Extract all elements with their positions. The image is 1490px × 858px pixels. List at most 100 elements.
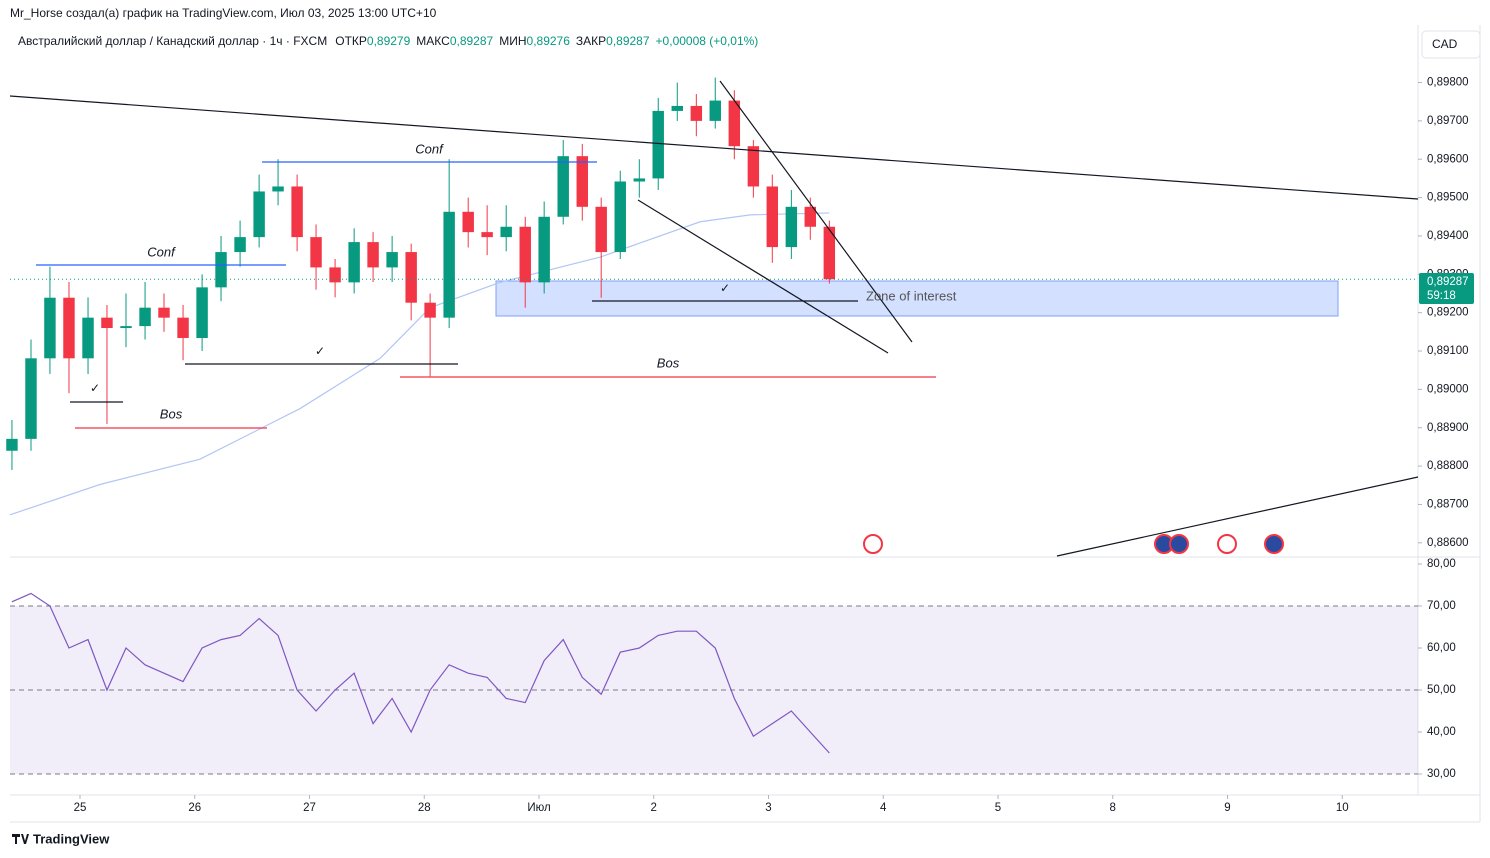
- open-label: ОТКР: [335, 34, 367, 48]
- candle-body: [766, 186, 779, 248]
- price-tag: [1419, 273, 1474, 304]
- candle-body: [177, 317, 189, 338]
- close: 0,89287: [606, 34, 650, 48]
- low: 0,89276: [527, 34, 571, 48]
- high: 0,89287: [450, 34, 494, 48]
- candle-body: [728, 100, 741, 147]
- candle-body: [44, 297, 56, 359]
- x-tick-label: 2: [651, 802, 657, 814]
- annotation: Bos: [657, 355, 680, 370]
- change: +0,00008 (+0,01%): [656, 34, 759, 48]
- candle-body: [576, 156, 588, 207]
- candle-body: [614, 181, 626, 253]
- candle-body: [348, 242, 360, 283]
- y-tick-label: 60,00: [1427, 642, 1456, 654]
- y-tick-label: 0,89400: [1427, 230, 1469, 242]
- candle-body: [538, 216, 550, 283]
- candle-body: [690, 105, 703, 121]
- annotation: ✓: [720, 281, 730, 295]
- y-tick-label: 0,89000: [1427, 383, 1469, 395]
- trend-line: [1056, 476, 1419, 557]
- y-tick-label: 40,00: [1427, 726, 1456, 738]
- rsi-layer: [10, 592, 1418, 775]
- x-tick-label: 4: [880, 802, 887, 814]
- annotation: ✓: [315, 344, 325, 358]
- candle-body: [785, 206, 798, 248]
- candle-body: [101, 317, 113, 329]
- candle-body: [709, 100, 721, 121]
- high-label: МАКС: [416, 34, 450, 48]
- x-tick-label: 27: [303, 802, 316, 814]
- x-tick-label: 5: [995, 802, 1001, 814]
- y-tick-label: 0,88700: [1427, 498, 1469, 510]
- candle-body: [424, 302, 436, 318]
- trend-line: [9, 95, 1419, 200]
- candle-body: [329, 267, 341, 283]
- currency: CAD: [1432, 37, 1458, 51]
- candle-body: [367, 242, 379, 268]
- x-tick-label: 10: [1336, 802, 1349, 814]
- rsi-line: [11, 592, 830, 754]
- candle-body: [82, 317, 94, 359]
- event-flag[interactable]: [1264, 534, 1284, 554]
- wedge-line: [637, 199, 889, 354]
- countdown: 59:18: [1427, 290, 1456, 302]
- brand-logo: [12, 834, 29, 844]
- y-tick-label: 0,88800: [1427, 460, 1469, 472]
- x-tick-label: Июл: [527, 802, 550, 814]
- candle-body: [823, 226, 836, 280]
- candle-body: [272, 186, 284, 192]
- y-tick-label: 0,89200: [1427, 307, 1469, 319]
- axis-layer: 0,88600 0,88700 0,88800 0,88900 0,89000 0,891…: [74, 77, 1469, 814]
- candle-body: [386, 252, 398, 268]
- y-tick-label: 0,89100: [1427, 345, 1469, 357]
- events: [863, 534, 1284, 554]
- y-tick-label: 70,00: [1427, 600, 1456, 612]
- y-tick-label: 0,88900: [1427, 422, 1469, 434]
- close-label: ЗАКР: [576, 34, 606, 48]
- candle-body: [139, 307, 151, 327]
- candle-body: [595, 206, 607, 253]
- y-tick-label: 0,88600: [1427, 537, 1469, 549]
- zone: [495, 280, 1339, 317]
- x-tick-label: 25: [74, 802, 87, 814]
- candle-body: [253, 191, 265, 238]
- candle-body: [481, 232, 493, 238]
- candle-body: [405, 252, 417, 303]
- price-tag-value: 0,89287: [1427, 276, 1469, 288]
- y-tick-label: 30,00: [1427, 768, 1456, 780]
- symbol: Австралийский доллар / Канадский доллар …: [18, 34, 327, 48]
- x-tick-label: 9: [1224, 802, 1230, 814]
- wedge-line: [719, 80, 913, 343]
- event-flag[interactable]: [863, 534, 883, 554]
- x-tick-label: 26: [188, 802, 201, 814]
- candle-body: [462, 211, 474, 233]
- candle-body: [310, 237, 322, 268]
- candle-body: [804, 206, 816, 227]
- drawings: [9, 80, 1419, 557]
- candle-body: [500, 226, 512, 238]
- event-flag[interactable]: [1169, 534, 1189, 554]
- candle-body: [196, 287, 208, 338]
- y-tick-label: 50,00: [1427, 684, 1456, 696]
- y-tick-label: 80,00: [1427, 558, 1456, 570]
- annotation: Zone of interest: [866, 288, 957, 303]
- candle-body: [63, 297, 75, 359]
- candle-body: [652, 110, 664, 179]
- x-tick-label: 8: [1110, 802, 1116, 814]
- event-flag[interactable]: [1217, 534, 1237, 554]
- candle-body: [291, 186, 303, 238]
- annotation: Conf: [415, 141, 444, 156]
- price-layer: [6, 77, 1418, 516]
- candle-body: [158, 307, 170, 318]
- open: 0,89279: [367, 34, 411, 48]
- author-line: Mr_Horse создал(а) график на TradingView…: [10, 6, 437, 20]
- low-label: МИН: [499, 34, 526, 48]
- y-tick-label: 0,89500: [1427, 192, 1469, 204]
- legend-row: Австралийский доллар / Канадский доллар …: [18, 34, 758, 48]
- annotation: Bos: [160, 406, 183, 421]
- candle-body: [215, 252, 227, 288]
- candle-body: [747, 146, 760, 187]
- candle-body: [671, 105, 683, 111]
